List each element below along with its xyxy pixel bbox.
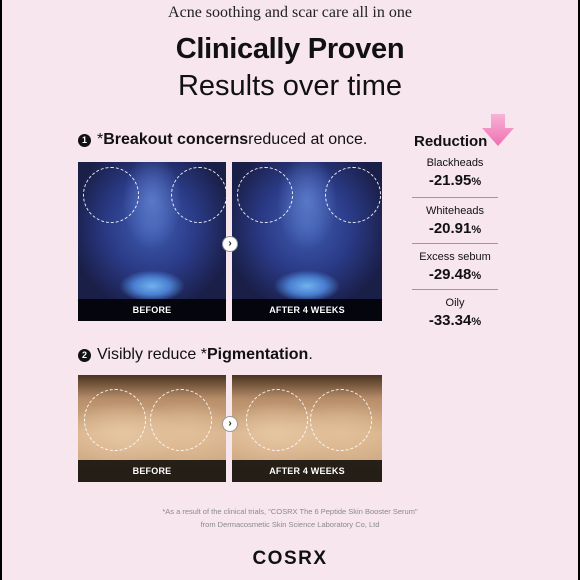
- stat-blackheads: Blackheads -21.95%: [412, 157, 498, 189]
- section2-title: 2 Visibly reduce * Pigmentation.: [78, 346, 313, 364]
- stat-value: -21.95%: [428, 172, 482, 189]
- footnote-line2: from Dermacosmetic Skin Science Laborato…: [200, 520, 380, 529]
- chevron-right-icon: ›: [222, 236, 238, 252]
- stat-value: -29.48%: [428, 266, 482, 283]
- before-photo-pigmentation: BEFORE: [78, 375, 226, 482]
- stat-name: Excess sebum: [419, 251, 491, 263]
- highlight-circle: [150, 389, 212, 451]
- section2-number-icon: 2: [78, 348, 91, 362]
- footnote-line1: *As a result of the clinical trials, "CO…: [162, 507, 418, 516]
- highlight-circle: [325, 167, 381, 223]
- stat-name: Oily: [445, 297, 465, 309]
- subheadline: Results over time: [177, 70, 402, 102]
- stat-oily: Oily -33.34%: [412, 297, 498, 329]
- divider: [412, 197, 498, 198]
- stat-name: Blackheads: [426, 157, 484, 169]
- down-arrow-icon: [482, 114, 514, 146]
- chevron-right-icon: ›: [222, 416, 238, 432]
- highlight-circle: [310, 389, 372, 451]
- highlight-circle: [237, 167, 293, 223]
- before-label: BEFORE: [78, 460, 226, 482]
- highlight-circle: [84, 389, 146, 451]
- highlight-circle: [246, 389, 308, 451]
- before-photo-breakouts: BEFORE: [78, 162, 226, 321]
- after-photo-breakouts: AFTER 4 WEEKS: [232, 162, 382, 321]
- divider: [412, 289, 498, 290]
- before-label: BEFORE: [78, 299, 226, 321]
- section1-prefix: *: [97, 131, 104, 148]
- section1-number-icon: 1: [78, 133, 91, 147]
- stat-value: -20.91%: [428, 220, 482, 237]
- stat-whiteheads: Whiteheads -20.91%: [412, 205, 498, 237]
- section1-title: 1 * Breakout concerns reduced at once.: [78, 131, 367, 149]
- reduction-title: Reduction: [414, 133, 488, 150]
- stat-name: Whiteheads: [425, 205, 485, 217]
- section1-rest: reduced at once.: [248, 131, 368, 148]
- highlight-circle: [83, 167, 139, 223]
- headline: Clinically Proven: [175, 33, 405, 65]
- divider: [412, 243, 498, 244]
- section2-prefix: Visibly reduce *: [97, 346, 207, 363]
- after-label: AFTER 4 WEEKS: [232, 299, 382, 321]
- stat-excess-sebum: Excess sebum -29.48%: [412, 251, 498, 283]
- section2-bold: Pigmentation: [206, 346, 309, 363]
- after-label: AFTER 4 WEEKS: [232, 460, 382, 482]
- after-photo-pigmentation: AFTER 4 WEEKS: [232, 375, 382, 482]
- stat-value: -33.34%: [428, 312, 482, 329]
- brand-logo: COSRX: [252, 548, 328, 569]
- section2-rest: .: [308, 346, 313, 363]
- section1-bold: Breakout concerns: [103, 131, 249, 148]
- tagline: Acne soothing and scar care all in one: [168, 4, 412, 21]
- highlight-circle: [171, 167, 226, 223]
